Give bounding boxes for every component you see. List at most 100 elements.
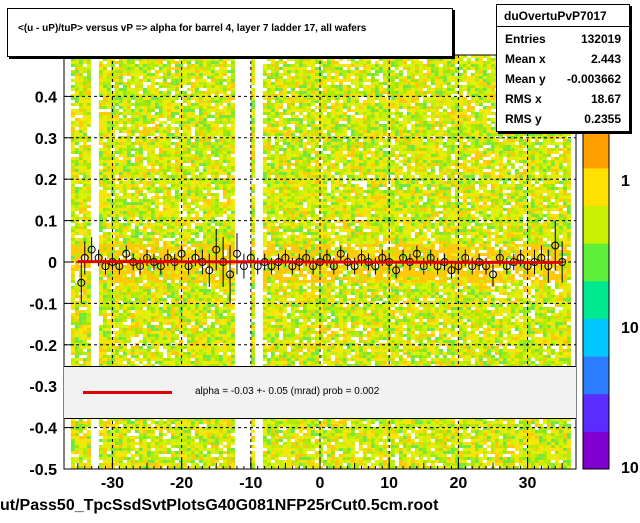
heatmap-cell [194,277,199,280]
heatmap-cell [250,160,255,163]
heatmap-cell [150,211,155,214]
heatmap-cell [134,190,139,193]
heatmap-cell [150,313,155,316]
heatmap-cell [86,199,91,202]
heatmap-cell [186,442,191,445]
heatmap-cell [146,88,151,91]
heatmap-cell [222,352,227,355]
heatmap-cell [218,67,223,70]
heatmap-cell [190,106,195,109]
heatmap-cell [162,190,167,193]
heatmap-cell [126,271,131,274]
heatmap-cell [150,199,155,202]
heatmap-cell [74,151,79,154]
heatmap-cell [82,238,87,241]
heatmap-cell [262,355,267,358]
heatmap-cell [86,187,91,190]
heatmap-cell [202,346,207,349]
heatmap-cell [198,307,203,310]
heatmap-cell [122,184,127,187]
heatmap-cell [206,292,211,295]
heatmap-cell [262,319,267,322]
heatmap-cell [86,166,91,169]
heatmap-cell [178,154,183,157]
heatmap-cell [162,76,167,79]
heatmap-cell [134,175,139,178]
heatmap-cell [170,274,175,277]
heatmap-cell [86,418,91,421]
heatmap-cell [194,424,199,427]
heatmap-cell [74,196,79,199]
heatmap-cell [74,253,79,256]
heatmap-cell [126,73,131,76]
heatmap-cell [122,223,127,226]
heatmap-cell [106,133,111,136]
heatmap-cell [70,439,75,442]
heatmap-cell [198,193,203,196]
heatmap-cell [106,172,111,175]
heatmap-cell [146,280,151,283]
heatmap-cell [102,190,107,193]
heatmap-cell [146,307,151,310]
heatmap-cell [106,73,111,76]
heatmap-cell [194,433,199,436]
heatmap-cell [130,115,135,118]
heatmap-cell [102,118,107,121]
heatmap-cell [114,424,119,427]
heatmap-cell [174,187,179,190]
heatmap-cell [198,454,203,457]
heatmap-cell [202,211,207,214]
heatmap-cell [214,286,219,289]
heatmap-cell [118,262,123,265]
heatmap-cell [214,130,219,133]
heatmap-cell [126,181,131,184]
heatmap-cell [170,283,175,286]
heatmap-cell [186,70,191,73]
heatmap-cell [106,466,111,469]
heatmap-cell [102,202,107,205]
heatmap-cell [70,424,75,427]
heatmap-cell [122,139,127,142]
heatmap-cell [198,325,203,328]
heatmap-cell [198,73,203,76]
heatmap-cell [194,127,199,130]
heatmap-cell [150,169,155,172]
heatmap-cell [218,100,223,103]
heatmap-cell [214,175,219,178]
heatmap-cell [202,241,207,244]
heatmap-cell [130,88,135,91]
heatmap-cell [126,133,131,136]
heatmap-cell [86,64,91,67]
heatmap-cell [230,130,235,133]
heatmap-cell [158,58,163,61]
heatmap-cell [158,445,163,448]
heatmap-cell [174,313,179,316]
heatmap-cell [98,133,103,136]
heatmap-cell [122,451,127,454]
heatmap-cell [230,148,235,151]
heatmap-cell [126,172,131,175]
heatmap-cell [118,298,123,301]
heatmap-cell [106,289,111,292]
heatmap-cell [162,79,167,82]
heatmap-cell [118,244,123,247]
heatmap-cell [102,106,107,109]
heatmap-cell [130,76,135,79]
heatmap-cell [138,433,143,436]
heatmap-cell [154,445,159,448]
heatmap-cell [226,205,231,208]
heatmap-cell [250,205,255,208]
heatmap-cell [82,142,87,145]
heatmap-cell [194,103,199,106]
heatmap-cell [138,442,143,445]
heatmap-cell [218,427,223,430]
heatmap-cell [178,184,183,187]
heatmap-cell [170,301,175,304]
heatmap-cell [218,442,223,445]
heatmap-cell [126,328,131,331]
heatmap-cell [218,202,223,205]
heatmap-cell [134,157,139,160]
heatmap-cell [102,151,107,154]
heatmap-cell [102,103,107,106]
heatmap-cell [78,76,83,79]
